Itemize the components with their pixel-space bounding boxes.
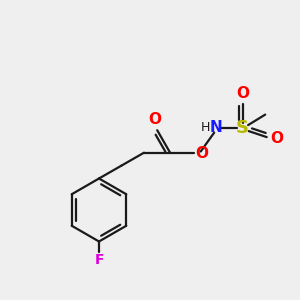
Text: O: O bbox=[195, 146, 208, 161]
Text: N: N bbox=[210, 120, 223, 135]
Text: H: H bbox=[200, 121, 210, 134]
Text: S: S bbox=[236, 119, 249, 137]
Text: O: O bbox=[236, 85, 249, 100]
Text: F: F bbox=[94, 254, 104, 268]
Text: O: O bbox=[270, 131, 283, 146]
Text: O: O bbox=[148, 112, 161, 127]
